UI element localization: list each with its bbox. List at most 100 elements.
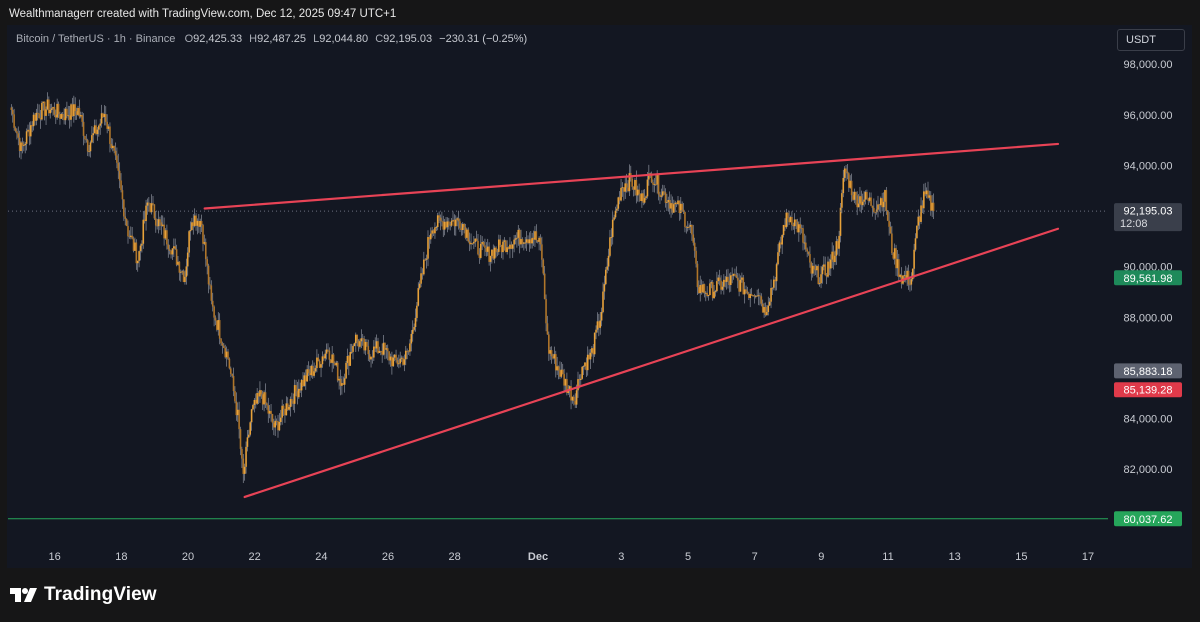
candle-body [342,383,345,385]
candle-body [635,180,638,196]
candle-body [16,131,18,134]
candle-body [198,220,200,227]
tradingview-brand[interactable]: TradingView [10,584,157,606]
candle-body [734,273,736,276]
candle-body [539,237,542,245]
candle-body [289,399,292,407]
candle-body [109,126,111,144]
candle-body [873,207,875,212]
candle-body [353,343,356,346]
candle-body [591,348,593,353]
candle-body [588,354,590,360]
candle-body [636,189,639,196]
candle-body [846,171,849,174]
candle-body [131,235,133,239]
candle-body [661,191,664,196]
candle-body [393,354,396,358]
candle-body [774,279,777,282]
candle-body [703,284,706,293]
candle-body [385,348,388,350]
candle-body [731,275,733,277]
candle-body [542,259,545,274]
candle-body [466,229,468,238]
currency-button[interactable]: USDT [1117,29,1185,51]
candle-body [895,248,897,269]
candle-body [885,190,888,212]
candle-body [11,109,14,115]
open-value: 92,425.33 [193,33,243,45]
candle-body [452,219,454,221]
candle-body [748,293,750,299]
candle-body [349,352,352,366]
candle-body [918,216,921,222]
price-label-badge [1114,363,1182,379]
candle-body [903,275,906,276]
price-label-text: 92,195.03 [1124,206,1173,218]
candle-body [499,239,502,245]
candle-body [603,284,606,292]
price-label-text: 85,139.28 [1124,385,1173,397]
candle-body [835,241,838,256]
candle-body [92,133,95,136]
candle-body [524,242,527,244]
symbol-name: Bitcoin / TetherUS · 1h · Binance [16,33,176,45]
candle-body [800,228,803,229]
tradingview-logo-icon [10,588,37,602]
candle-body [438,215,440,218]
candle-body [103,114,106,117]
candle-body [560,369,563,377]
candle-body [534,231,536,240]
candle-body [789,217,792,223]
candle-body [392,357,395,367]
candle-body [510,244,513,249]
candle-body [752,295,754,297]
candle-body [581,366,583,379]
candle-body [632,186,635,190]
candle-body [909,284,911,286]
candle-body [331,354,333,363]
candle-body [218,320,221,339]
candle-body [157,219,160,227]
candle-body [916,225,918,239]
candle-body [556,366,558,371]
chart-pane[interactable] [7,25,1192,568]
candle-body [291,399,293,401]
candle-body [750,293,753,296]
price-axis: 98,000.0096,000.0094,000.0090,000.0088,0… [1114,59,1182,527]
candle-body [618,197,621,201]
candle-body [354,334,357,344]
candle-body [754,296,757,298]
candle-body [141,243,143,246]
candle-body [736,277,739,281]
candle-body [888,220,890,227]
candle-body [496,251,499,253]
candle-body [532,237,535,240]
candle-body [192,222,195,226]
candle-body [816,266,818,271]
candle-body [61,114,64,118]
candle-body [366,341,368,347]
candle-body [881,198,883,208]
candle-body [310,365,313,376]
candle-body [511,244,514,249]
candle-body [34,114,36,121]
candle-body [299,388,302,391]
candle-body [924,191,927,195]
candle-body [124,216,127,219]
candle-body [86,140,89,152]
candle-body [514,238,517,240]
candle-body [221,343,224,346]
candle-body [702,284,704,293]
candle-body [879,198,882,206]
candle-body [700,284,703,293]
candle-body [771,287,774,289]
time-tick-label: 17 [1082,551,1094,563]
candle-body [227,351,229,359]
candle-body [229,368,232,374]
candle-body [779,242,782,245]
candle-body [66,108,68,116]
candle-body [725,276,728,282]
candle-body [877,204,879,210]
candle-body [473,241,475,244]
